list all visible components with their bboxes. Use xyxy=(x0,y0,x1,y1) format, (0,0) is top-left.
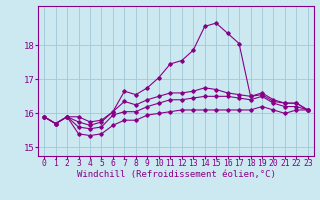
X-axis label: Windchill (Refroidissement éolien,°C): Windchill (Refroidissement éolien,°C) xyxy=(76,170,276,179)
